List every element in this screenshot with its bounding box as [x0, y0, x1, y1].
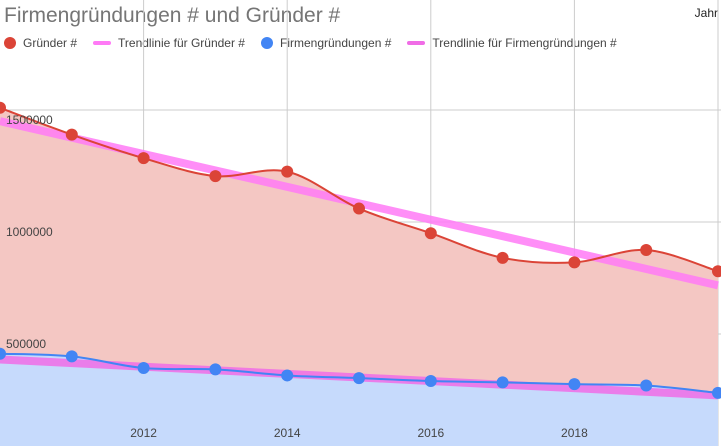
point-gruender-2019[interactable]: [640, 244, 653, 256]
legend-label-firmengruendungen: Firmengründungen #: [279, 36, 392, 50]
point-firmengruendungen-2013[interactable]: [209, 363, 222, 376]
point-gruender-2013[interactable]: [209, 170, 222, 183]
point-firmengruendungen-2018[interactable]: [568, 378, 581, 391]
legend-swatch-trend-firmengruendungen: [407, 41, 426, 45]
legend-item-gruender[interactable]: Gründer #: [4, 36, 77, 50]
point-gruender-2020[interactable]: [712, 265, 721, 278]
legend-swatch-gruender: [4, 37, 16, 49]
legend-swatch-trend-gruender: [93, 41, 112, 45]
x-tick-label-1: 2014: [274, 426, 301, 440]
legend: Gründer # Trendlinie für Gründer # Firme…: [4, 36, 633, 50]
y-tick-label-2: 1500000: [6, 113, 53, 127]
legend-label-trend-firmengruendungen: Trendlinie für Firmengründungen #: [432, 36, 617, 50]
x-tick-label-0: 2012: [130, 426, 157, 440]
point-gruender-2016[interactable]: [424, 227, 437, 240]
point-firmengruendungen-2016[interactable]: [424, 375, 437, 388]
point-gruender-2011[interactable]: [65, 128, 78, 141]
point-gruender-2015[interactable]: [353, 202, 365, 215]
point-firmengruendungen-2011[interactable]: [65, 350, 78, 363]
legend-item-trend-firmengruendungen[interactable]: Trendlinie für Firmengründungen #: [407, 36, 617, 50]
x-axis-title: Jahr: [694, 6, 718, 20]
x-tick-label-2: 2016: [417, 426, 444, 440]
y-tick-label-1: 1000000: [6, 225, 53, 239]
point-firmengruendungen-2010[interactable]: [0, 347, 6, 360]
legend-swatch-firmengruendungen: [260, 37, 273, 49]
point-firmengruendungen-2012[interactable]: [137, 362, 150, 375]
x-tick-label-3: 2018: [561, 426, 588, 440]
y-tick-label-0: 500000: [6, 337, 46, 351]
point-firmengruendungen-2014[interactable]: [281, 369, 294, 382]
legend-label-gruender: Gründer #: [23, 36, 78, 50]
point-gruender-2017[interactable]: [496, 251, 509, 264]
area-gruender: [0, 107, 718, 446]
chart-title: Firmengründungen # und Gründer #: [4, 4, 341, 27]
legend-item-trend-gruender[interactable]: Trendlinie für Gründer #: [93, 36, 245, 50]
point-gruender-2014[interactable]: [281, 165, 294, 178]
point-firmengruendungen-2020[interactable]: [712, 386, 721, 399]
point-firmengruendungen-2015[interactable]: [353, 372, 365, 385]
area-firmengruendungen: [0, 353, 718, 446]
point-gruender-2012[interactable]: [137, 152, 150, 165]
point-firmengruendungen-2019[interactable]: [640, 379, 653, 392]
legend-label-trend-gruender: Trendlinie für Gründer #: [118, 36, 245, 50]
point-gruender-2018[interactable]: [568, 256, 581, 269]
point-gruender-2010[interactable]: [0, 101, 6, 114]
legend-item-firmengruendungen[interactable]: Firmengründungen #: [260, 36, 392, 50]
point-firmengruendungen-2017[interactable]: [496, 376, 509, 389]
